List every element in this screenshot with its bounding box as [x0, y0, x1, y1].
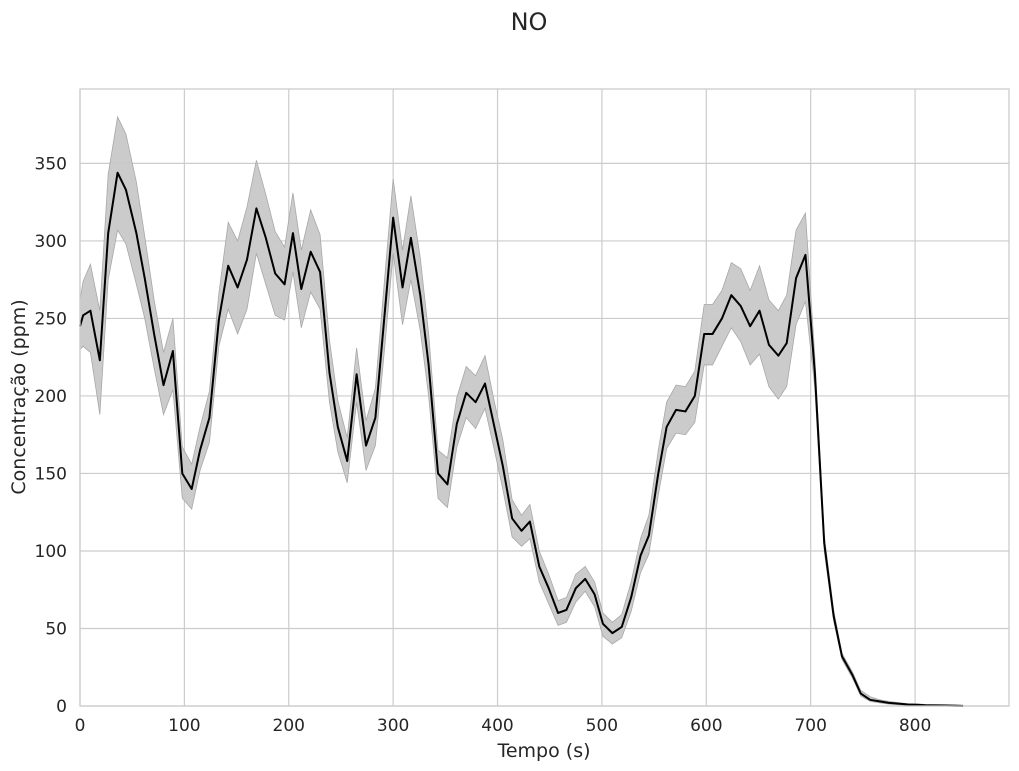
- x-tick-label: 500: [586, 716, 618, 736]
- x-axis-ticks: 0 100 200 300 400 500 600 700 800: [75, 716, 932, 736]
- x-tick-label: 600: [690, 716, 722, 736]
- confidence-band-area: [79, 115, 964, 707]
- chart-title: NO: [511, 8, 548, 36]
- x-tick-label: 300: [377, 716, 409, 736]
- mean-line: [79, 171, 964, 707]
- y-tick-label: 150: [35, 464, 67, 484]
- y-axis-title: Concentração (ppm): [8, 299, 30, 494]
- y-tick-label: 200: [35, 387, 67, 407]
- grid-lines: [79, 89, 1009, 707]
- y-tick-label: 0: [56, 697, 67, 717]
- y-tick-label: 100: [35, 542, 67, 562]
- series-line: [79, 171, 964, 707]
- x-axis-title: Tempo (s): [496, 740, 590, 762]
- y-tick-label: 250: [35, 309, 67, 329]
- x-tick-label: 700: [794, 716, 826, 736]
- confidence-band: [79, 115, 964, 707]
- x-tick-label: 800: [899, 716, 931, 736]
- y-tick-label: 50: [45, 619, 67, 639]
- y-tick-label: 300: [35, 232, 67, 252]
- x-tick-label: 100: [168, 716, 200, 736]
- plot-frame: [79, 88, 1010, 707]
- y-axis-ticks: 0 50 100 150 200 250 300 350: [35, 154, 67, 717]
- x-tick-label: 200: [273, 716, 305, 736]
- x-tick-label: 400: [481, 716, 513, 736]
- x-tick-label: 0: [75, 716, 86, 736]
- y-tick-label: 350: [35, 154, 67, 174]
